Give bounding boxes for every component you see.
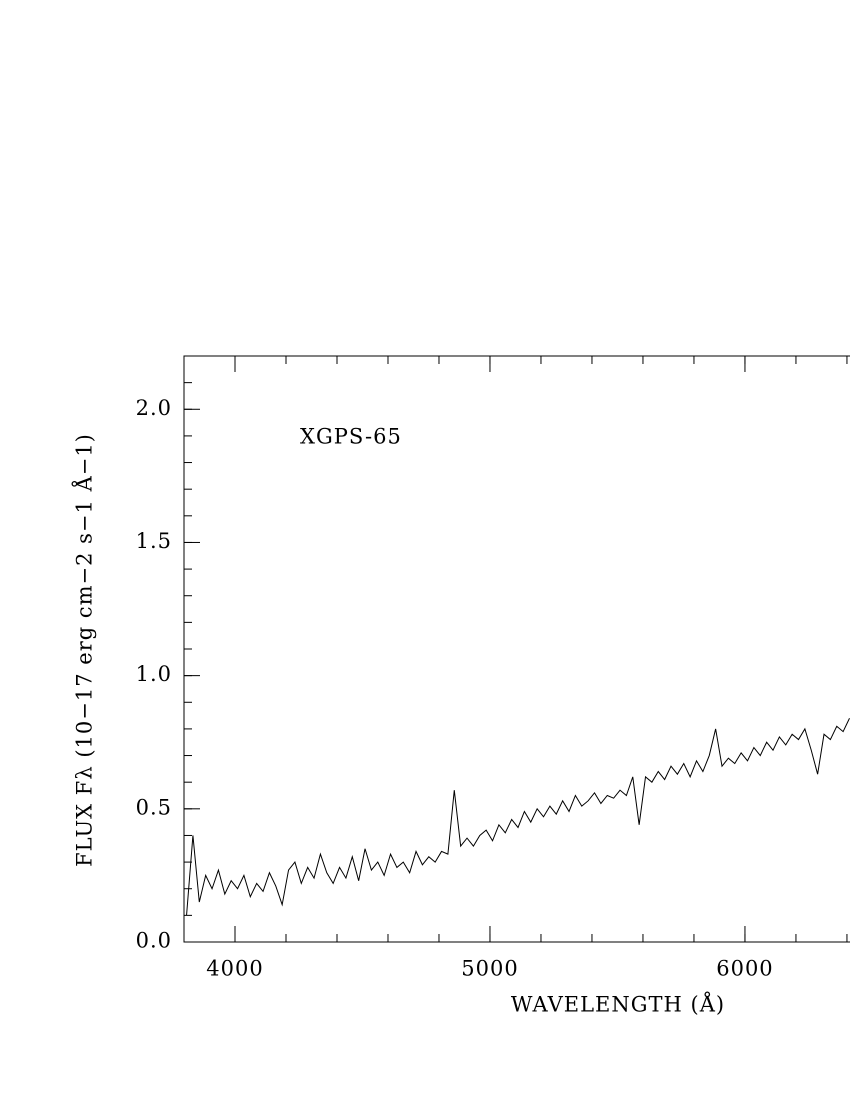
y-tick-label: 0.0 [136,929,172,953]
y-tick-label: 0.5 [136,795,172,819]
plot-frame [183,355,850,943]
x-tick-label: 5000 [461,957,518,981]
y-axis-label: FLUX Fλ (10−17 erg cm−2 s−1 Å−1) [72,433,97,867]
y-tick-label: 2.0 [136,396,172,420]
spectrum-line [186,718,850,916]
x-tick-label: 4000 [206,957,263,981]
x-tick-label: 6000 [716,957,773,981]
y-tick-label: 1.0 [136,662,172,686]
x-axis-label: WAVELENGTH (Å) [511,992,725,1017]
y-tick-label: 1.5 [136,529,172,553]
annotation: XGPS-65 [300,425,402,449]
